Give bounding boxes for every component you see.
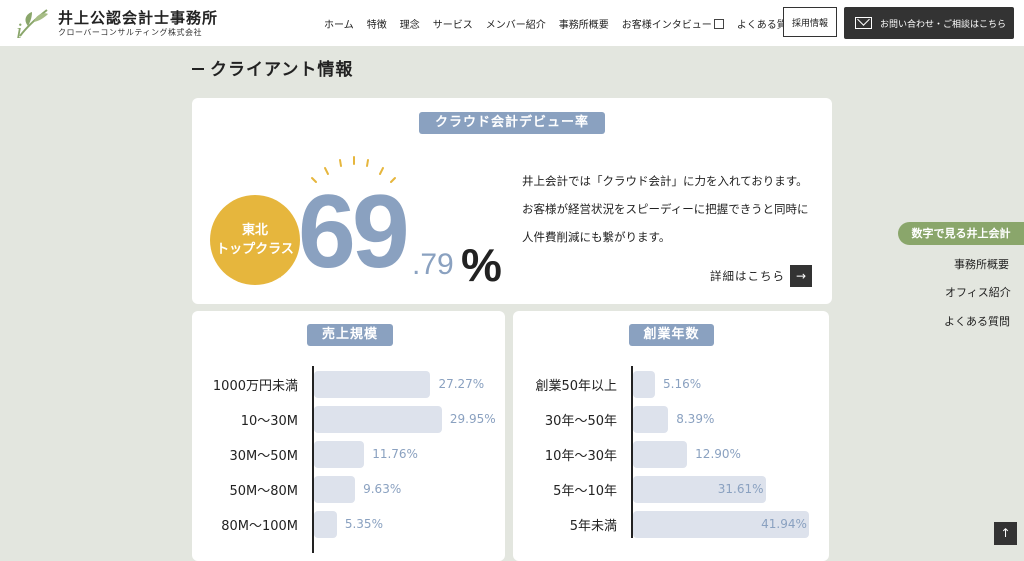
nav-home[interactable]: ホーム	[324, 19, 354, 31]
title-dash	[192, 68, 204, 70]
bar	[314, 371, 431, 398]
logo-subtitle: クローバーコンサルティング株式会社	[58, 27, 202, 37]
side-nav-numbers[interactable]: 数字で見る井上会計	[898, 222, 1024, 245]
bar	[633, 476, 766, 503]
nav-office[interactable]: 事務所概要	[558, 19, 609, 31]
page-title-text: クライアント情報	[210, 60, 354, 80]
cloud-debut-pill: クラウド会計デビュー率	[419, 112, 605, 134]
sparkle-icon	[311, 156, 396, 183]
contact-button[interactable]: お問い合わせ・ご相談はこちら	[844, 7, 1014, 39]
logo-title: 井上公認会計士事務所	[58, 8, 219, 27]
main-nav: ホーム 特徴 理念 サービス メンバー紹介 事務所概要 お客様インタビュー よく…	[324, 0, 810, 46]
bar-value: 11.76%	[372, 447, 418, 461]
bar-value: 29.95%	[449, 412, 496, 426]
bar-label: 1000万円未満	[212, 379, 298, 394]
bar-value: 8.39%	[676, 412, 715, 426]
founding-years-pill: 創業年数	[629, 324, 714, 346]
detail-link[interactable]: 詳細はこちら	[710, 269, 785, 283]
bar	[314, 441, 365, 468]
debut-rate-percent: %	[461, 239, 502, 291]
page-title: クライアント情報	[192, 55, 353, 80]
nav-services[interactable]: サービス	[432, 19, 473, 31]
recruit-button[interactable]: 採用情報	[783, 7, 837, 37]
bar-label: 5年未満	[569, 519, 617, 534]
bar-label: 10年〜30年	[544, 449, 617, 464]
sales-scale-pill: 売上規模	[307, 324, 393, 346]
bar	[633, 511, 810, 538]
debut-description: 井上会計では「クラウド会計」に力を入れております。お客様が経営状況をスピーディー…	[522, 174, 809, 244]
nav-faq[interactable]: よくある質問	[736, 19, 797, 31]
bar-label: 5年〜10年	[553, 484, 617, 499]
badge-line1: 東北	[241, 223, 268, 238]
debut-rate-big: 69	[298, 174, 410, 290]
bar-label: 50M〜80M	[229, 484, 298, 499]
arrow-right-icon[interactable]: →	[790, 265, 812, 287]
nav-philosophy[interactable]: 理念	[399, 19, 420, 31]
side-nav-office[interactable]: 事務所概要	[954, 258, 1009, 271]
bar	[314, 511, 337, 538]
bar-label: 創業50年以上	[535, 379, 617, 394]
bar-value: 5.16%	[663, 377, 702, 391]
bar-label: 30M〜50M	[229, 449, 298, 464]
external-link-icon	[713, 18, 724, 29]
bar-value: 5.35%	[344, 517, 383, 531]
debut-rate-decimal: .79	[412, 248, 454, 281]
bar	[314, 476, 356, 503]
bar-value: 27.27%	[438, 377, 485, 391]
back-to-top-icon[interactable]: ↑	[994, 522, 1017, 545]
site-header: i 井上公認会計士事務所 クローバーコンサルティング株式会社 ホーム 特徴 理念…	[0, 0, 1024, 46]
bar	[633, 406, 669, 433]
contact-button-label: お問い合わせ・ご相談はこちら	[880, 19, 1007, 30]
bar-label: 30年〜50年	[544, 414, 617, 429]
bar	[633, 441, 688, 468]
mail-icon	[855, 17, 872, 29]
bar-value: 9.63%	[363, 482, 402, 496]
nav-features[interactable]: 特徴	[366, 19, 387, 31]
bar	[314, 406, 442, 433]
sales-axis	[312, 366, 314, 553]
site-logo[interactable]: i 井上公認会計士事務所 クローバーコンサルティング株式会社	[14, 6, 219, 41]
side-nav-faq[interactable]: よくある質問	[944, 315, 1010, 328]
bar-value: 12.90%	[695, 447, 741, 461]
bar-value: 31.61%	[717, 482, 764, 496]
bar-value: 41.94%	[761, 517, 807, 531]
nav-interview-label: お客様インタビュー	[621, 19, 712, 31]
badge-line2: トップクラス	[216, 242, 294, 257]
bar-label: 10〜30M	[240, 414, 298, 429]
bar	[633, 371, 655, 398]
sales-scale-card	[192, 311, 505, 561]
years-axis	[631, 366, 633, 538]
nav-members[interactable]: メンバー紹介	[485, 19, 546, 31]
svg-text:i: i	[16, 18, 22, 40]
top-class-badge: 東北 トップクラス	[210, 195, 300, 285]
side-nav-office-intro[interactable]: オフィス紹介	[945, 286, 1011, 299]
clover-logo-icon: i	[16, 9, 48, 40]
nav-interview[interactable]: お客様インタビュー	[622, 16, 724, 31]
bar-label: 80M〜100M	[221, 519, 298, 534]
